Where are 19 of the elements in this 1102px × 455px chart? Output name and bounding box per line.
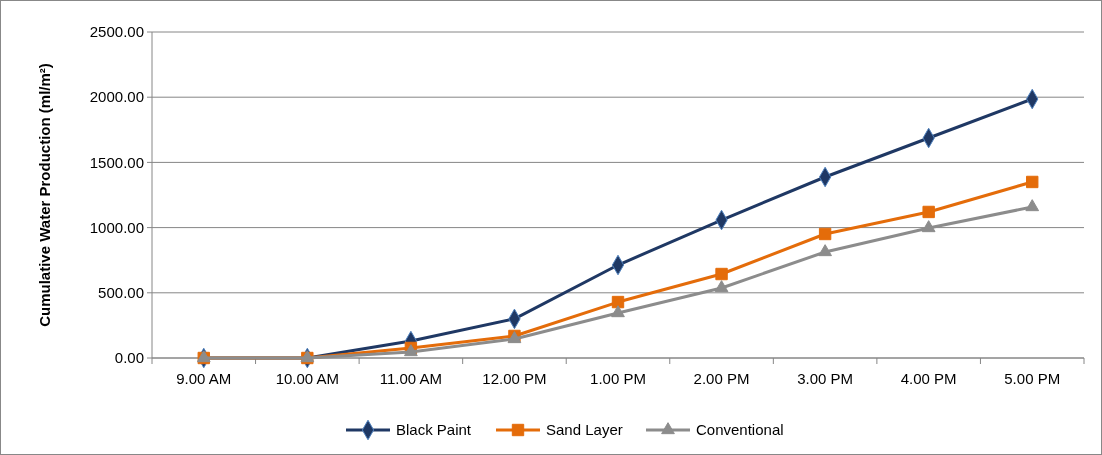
legend-label: Black Paint: [396, 421, 472, 439]
y-tick-label: 500.00: [98, 284, 144, 302]
x-tick-label: 1.00 PM: [590, 370, 646, 387]
x-tick-label: 4.00 PM: [900, 370, 957, 387]
x-tick-label: 12.00 PM: [482, 370, 547, 387]
x-tick-label: 9.00 AM: [176, 370, 232, 387]
x-tick-label: 10.00 AM: [275, 370, 340, 387]
y-tick-label: 0.00: [114, 349, 144, 367]
y-tick-label: 1500.00: [89, 153, 144, 171]
x-tick-label: 2.00 PM: [693, 370, 750, 387]
x-tick-label: 5.00 PM: [1004, 370, 1061, 387]
x-tick-label: 11.00 AM: [379, 370, 443, 387]
x-tick-label: 3.00 PM: [797, 370, 854, 387]
y-tick-label: 2500.00: [89, 23, 144, 41]
y-axis-title: Cumulative Water Production (ml/m²): [36, 63, 53, 327]
legend-label: Sand Layer: [546, 421, 623, 439]
legend-label: Conventional: [696, 421, 784, 439]
y-tick-label: 1000.00: [89, 218, 144, 236]
y-tick-label: 2000.00: [89, 88, 144, 106]
